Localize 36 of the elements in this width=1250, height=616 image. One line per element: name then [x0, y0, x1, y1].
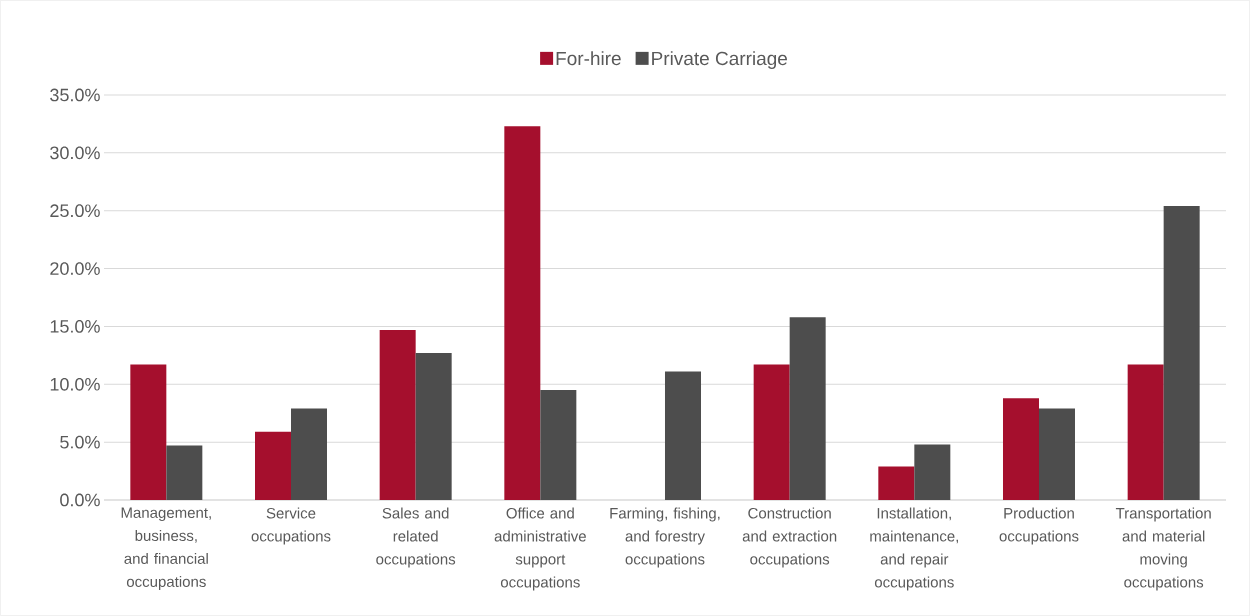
- bar: [914, 444, 951, 500]
- bar: [665, 371, 701, 500]
- x-tick-label: Construction and extraction occupations: [742, 507, 837, 568]
- legend-label: Private Carriage: [652, 51, 788, 69]
- y-tick-label: 30.0%: [50, 146, 100, 160]
- bar: [1038, 408, 1075, 500]
- y-tick-label: 35.0%: [50, 88, 100, 102]
- bar: [130, 364, 167, 500]
- bar: [878, 466, 915, 500]
- y-tick-label: 5.0%: [60, 435, 100, 449]
- x-tick-label: Production occupations: [999, 507, 1079, 545]
- bar: [1127, 364, 1164, 500]
- y-tick-label: 10.0%: [50, 377, 100, 391]
- bar: [1002, 398, 1039, 500]
- x-tick-label: Office and administrative support occupations: [494, 507, 586, 591]
- y-tick-label: 15.0%: [50, 320, 100, 333]
- bar: [255, 431, 291, 500]
- bar: [415, 353, 452, 500]
- legend-label: For-hire: [556, 51, 621, 66]
- bar: [540, 390, 577, 500]
- x-tick-label: Sales and related occupations: [376, 507, 456, 568]
- x-tick-label: Transportation and material moving occupations: [1115, 507, 1211, 591]
- bar: [166, 445, 203, 500]
- x-tick-label: Farming, fishing, and forestry occupations: [610, 507, 720, 568]
- x-tick-label: Installation, maintenance, and repair occupations: [870, 507, 958, 591]
- bar: [789, 317, 826, 500]
- bar: [1163, 206, 1200, 500]
- bar: [379, 329, 416, 500]
- bar: [504, 126, 541, 500]
- bar: [753, 364, 790, 500]
- bar: [291, 408, 327, 500]
- y-tick-label: 25.0%: [50, 204, 100, 218]
- x-tick-label: Service occupations: [251, 507, 331, 545]
- y-tick-label: 0.0%: [60, 493, 100, 507]
- x-tick-label: Management, business, and financial occupations: [121, 507, 211, 590]
- y-tick-label: 20.0%: [50, 262, 100, 275]
